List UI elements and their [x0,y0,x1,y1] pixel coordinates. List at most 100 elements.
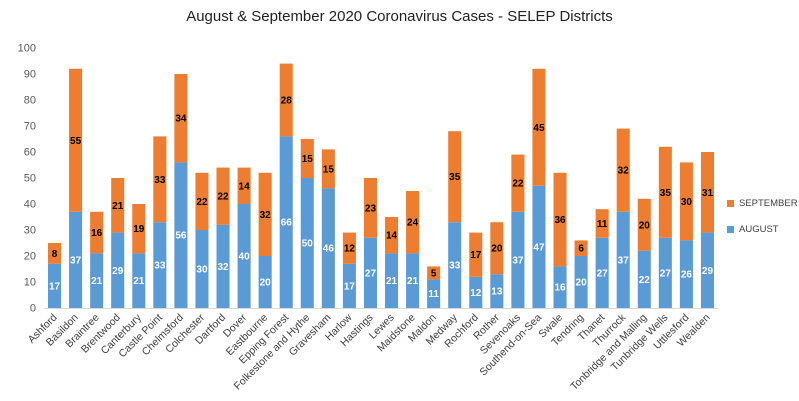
bar-september-medway [448,131,462,223]
bar-september-braintree [90,211,104,254]
data-label-september-hastings: 23 [365,203,377,214]
bar-august-swale [553,266,567,308]
bar-september-thanet [595,209,609,238]
legend-swatch-august [727,225,734,233]
bar-september-gravesham [321,149,335,189]
data-label-september-eastbourne: 32 [260,210,272,221]
y-tick-label: 30 [24,225,36,237]
bar-august-sevenoaks [511,211,525,308]
data-label-august-rochford: 12 [470,288,482,299]
bar-august-southend-on-sea [532,185,546,308]
y-tick-label: 80 [24,95,36,107]
data-label-september-rother: 20 [491,244,503,255]
bar-august-eastbourne [258,256,272,308]
bar-september-chelmsford [174,74,188,163]
data-label-september-rochford: 17 [470,250,482,261]
bar-september-dartford [216,167,230,225]
data-label-september-sevenoaks: 22 [512,179,524,190]
data-label-august-tonbridge-and-malling: 22 [639,275,651,286]
bar-september-hastings [363,178,377,238]
bar-september-ashford [48,243,62,264]
data-label-september-thanet: 11 [597,219,608,230]
data-label-august-basildon: 37 [70,255,82,266]
legend-item-september: SEPTEMBER [727,197,798,209]
data-label-august-medway: 33 [449,261,461,272]
bar-august-tendring [574,256,588,308]
y-tick-label: 0 [30,303,36,315]
data-label-september-swale: 36 [554,215,566,226]
legend-swatch-september [727,199,734,207]
bar-september-sevenoaks [511,154,525,212]
data-label-september-southend-on-sea: 45 [533,123,545,134]
data-label-august-sevenoaks: 37 [512,255,524,266]
data-label-august-maldon: 11 [428,289,439,300]
bar-september-rother [490,222,504,275]
bar-september-thurrock [616,128,630,212]
data-label-august-rother: 13 [491,287,503,298]
data-label-september-castle-point: 33 [154,175,166,186]
data-label-august-folkestone-and-hythe: 50 [302,239,314,250]
bar-august-braintree [90,253,104,308]
data-label-august-ashford: 17 [49,281,61,292]
data-label-september-braintree: 16 [91,228,103,239]
bar-august-dover [237,204,251,308]
data-label-august-dartford: 32 [217,262,229,273]
bar-august-chelmsford [174,162,188,308]
bar-august-castle-point [153,222,167,308]
y-tick-label: 10 [24,277,36,289]
legend-item-august: AUGUST [727,223,798,235]
y-tick-label: 50 [24,173,36,185]
bar-september-dover [237,167,251,204]
data-label-august-lewes: 21 [386,276,398,287]
y-tick-label: 60 [24,147,36,159]
data-label-september-colchester: 22 [196,197,208,208]
data-label-august-dover: 40 [239,252,251,263]
data-label-september-basildon: 55 [70,136,82,147]
data-label-august-hastings: 27 [365,268,377,279]
bar-september-castle-point [153,136,167,223]
data-label-september-canterbury: 19 [133,224,145,235]
legend: SEPTEMBER AUGUST [727,197,798,249]
data-label-september-dover: 14 [239,181,251,192]
data-label-august-tendring: 20 [576,278,588,289]
data-label-august-epping-forest: 66 [281,218,293,229]
data-label-august-chelmsford: 56 [175,231,187,242]
bar-september-canterbury [132,204,146,254]
bar-september-rochford [469,232,483,277]
bar-august-brentwood [111,232,125,308]
data-label-august-eastbourne: 20 [260,278,272,289]
bar-august-medway [448,222,462,308]
y-tick-label: 90 [24,69,36,81]
y-tick-label: 20 [24,251,36,263]
bar-september-harlow [342,232,356,264]
bar-september-uttlesford [679,162,693,241]
y-tick-label: 100 [18,43,36,55]
bar-august-colchester [195,230,209,308]
y-tick-label: 40 [24,199,36,211]
bar-august-dartford [216,224,230,308]
bar-august-canterbury [132,253,146,308]
data-label-august-wealden: 29 [702,266,714,277]
data-label-august-uttlesford: 26 [681,270,693,281]
bar-september-eastbourne [258,172,272,256]
bar-august-rother [490,274,504,308]
bar-august-tunbridge-wells [658,237,672,308]
bar-august-tonbridge-and-malling [637,250,651,308]
bar-september-folkestone-and-hythe [300,139,314,178]
data-label-august-canterbury: 21 [133,276,145,287]
data-label-september-chelmsford: 34 [175,114,187,125]
data-label-september-tonbridge-and-malling: 20 [639,220,651,231]
data-label-august-maidstone: 21 [407,276,419,287]
bar-august-thurrock [616,211,630,308]
bar-august-uttlesford [679,240,693,308]
legend-label-august: AUGUST [739,223,779,235]
data-label-august-southend-on-sea: 47 [533,242,545,253]
bar-september-wealden [700,152,714,233]
data-label-september-folkestone-and-hythe: 15 [302,154,314,165]
bar-september-basildon [69,68,83,212]
data-label-september-dartford: 22 [217,192,229,203]
bar-august-folkestone-and-hythe [300,178,314,308]
data-label-september-tendring: 6 [578,244,584,255]
chart-title: August & September 2020 Coronavirus Case… [186,8,613,25]
